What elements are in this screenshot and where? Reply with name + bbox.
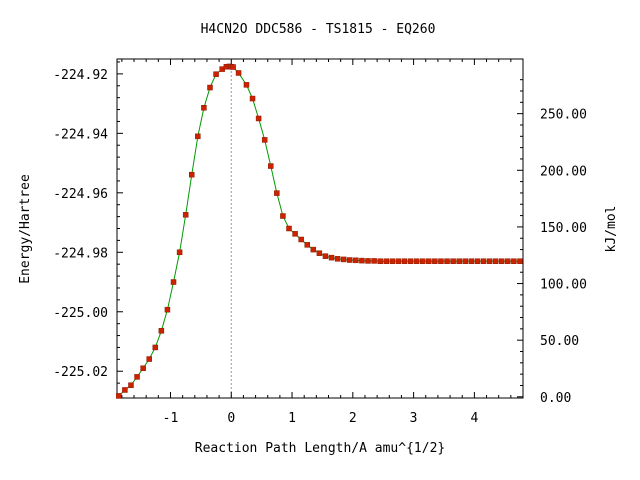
y2-axis-label: kJ/mol (604, 206, 619, 253)
energy-point (383, 258, 389, 264)
energy-point (322, 253, 329, 259)
y-axis-ticks: -224.92 -224.94 -224.96 -224.98 -225.00 -225.… (53, 61, 123, 396)
x-tick-label: 2 (349, 411, 357, 426)
x-tick-label: 3 (410, 411, 418, 426)
energy-point (128, 382, 134, 388)
energy-point (456, 258, 462, 264)
energy-point (353, 257, 359, 264)
energy-point (243, 82, 250, 88)
energy-point (407, 258, 414, 264)
energy-point (371, 258, 377, 264)
y2-tick-label: 150.00 (540, 221, 587, 236)
energy-point (347, 257, 353, 263)
energy-point (116, 393, 122, 399)
energy-point (316, 250, 323, 256)
energy-point (207, 84, 213, 91)
energy-point (140, 365, 146, 372)
energy-point (286, 225, 292, 232)
energy-point (395, 258, 402, 264)
energy-point (474, 258, 481, 264)
y2-tick-label: 0.00 (540, 391, 571, 406)
plot-frame (116, 58, 524, 399)
x-tick-label: 4 (470, 411, 478, 426)
energy-markers (116, 63, 523, 399)
y2-tick-label: 200.00 (540, 164, 587, 179)
energy-point (249, 95, 256, 102)
x-tick-label: -1 (163, 411, 179, 426)
energy-point (304, 242, 310, 248)
energy-point (122, 387, 128, 393)
energy-point (505, 258, 511, 264)
energy-point (310, 246, 317, 253)
energy-point (492, 258, 499, 264)
energy-point (359, 257, 365, 264)
energy-point (444, 258, 450, 264)
energy-point (176, 249, 183, 256)
energy-point (340, 256, 347, 263)
y-tick-label: -224.96 (53, 187, 108, 202)
x-axis-label: Reaction Path Length/A amu^{1/2} (195, 441, 445, 456)
energy-point (413, 258, 420, 264)
energy-point (517, 258, 523, 264)
energy-point (230, 64, 236, 70)
energy-point (377, 258, 383, 264)
energy-point (146, 356, 152, 362)
y-axis-label: Energy/Hartree (18, 174, 33, 284)
energy-point (334, 256, 341, 262)
energy-point (480, 258, 487, 264)
energy-point (280, 213, 286, 219)
energy-point (182, 212, 189, 218)
energy-point (432, 258, 438, 264)
energy-point (450, 258, 456, 264)
energy-point (274, 190, 280, 196)
energy-point (438, 258, 444, 264)
energy-point (134, 374, 140, 380)
energy-point (164, 306, 171, 313)
y2-tick-label: 100.00 (540, 278, 587, 293)
energy-point (189, 171, 195, 178)
y-tick-label: -225.02 (53, 365, 108, 380)
y2-axis-ticks: 0.00 50.00 100.00 150.00 200.00 250.00 (517, 79, 587, 406)
y-tick-label: -224.94 (53, 127, 108, 142)
energy-point (235, 70, 242, 76)
energy-point (213, 71, 219, 77)
energy-point (426, 258, 432, 264)
energy-point (268, 163, 274, 169)
energy-point (419, 258, 426, 264)
energy-point (201, 105, 207, 111)
energy-point (255, 115, 262, 122)
x-axis-ticks: -1 0 1 2 3 4 (121, 59, 512, 426)
x-tick-label: 1 (288, 411, 296, 426)
energy-point (486, 258, 493, 264)
energy-point (468, 258, 475, 264)
energy-point (328, 254, 335, 261)
y-tick-label: -225.00 (53, 306, 108, 321)
energy-point (498, 258, 505, 264)
energy-point (389, 258, 396, 264)
chart-title: H4CN2O DDC586 - TS1815 - EQ260 (201, 22, 436, 37)
energy-point (292, 231, 298, 237)
energy-point (261, 137, 268, 143)
energy-point (365, 258, 371, 264)
energy-point (152, 344, 159, 351)
energy-point (511, 258, 517, 264)
y-tick-label: -224.98 (53, 246, 108, 261)
energy-point (158, 328, 165, 334)
energy-curve (118, 65, 520, 397)
energy-point (170, 279, 177, 285)
energy-point (195, 133, 201, 140)
y2-tick-label: 250.00 (540, 108, 587, 123)
x-tick-label: 0 (227, 411, 235, 426)
energy-point (298, 236, 304, 243)
energy-point (401, 258, 408, 264)
y-tick-label: -224.92 (53, 68, 108, 83)
y2-tick-label: 50.00 (540, 334, 579, 349)
energy-point (462, 258, 469, 264)
